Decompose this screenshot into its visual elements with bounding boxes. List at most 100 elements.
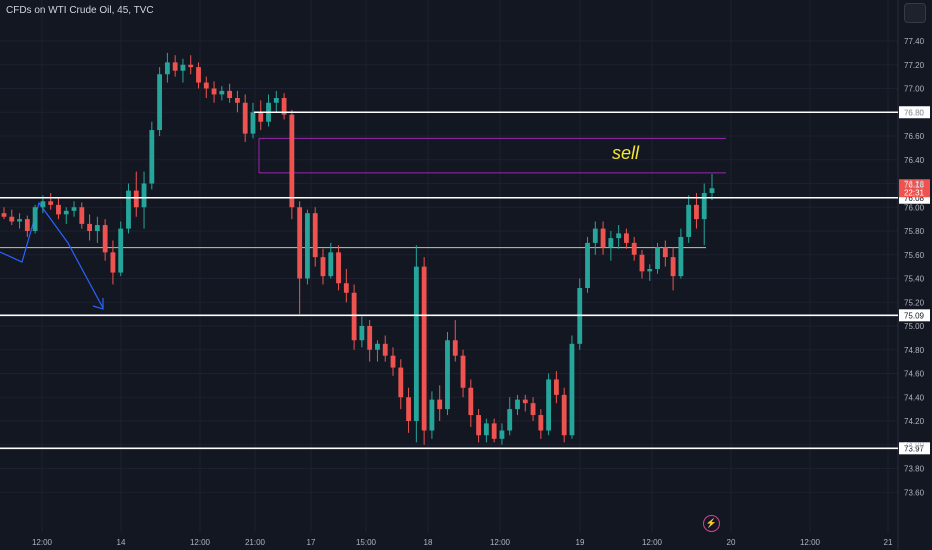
candle-body bbox=[250, 112, 256, 134]
candle-body bbox=[608, 238, 614, 248]
candle-body bbox=[538, 415, 544, 431]
candle-body bbox=[701, 193, 707, 220]
level-price-label: 73.97 bbox=[904, 444, 925, 453]
candle-body bbox=[102, 225, 108, 253]
price-tick-label: 74.00 bbox=[904, 441, 925, 450]
sell-annotation: sell bbox=[612, 143, 640, 163]
candle-body bbox=[32, 207, 38, 231]
candle-body bbox=[678, 236, 684, 277]
candle-body bbox=[312, 213, 318, 258]
candle-body bbox=[1, 213, 7, 217]
candle-body bbox=[631, 242, 637, 255]
level-price-label-bg bbox=[899, 442, 930, 455]
candle-body bbox=[515, 399, 520, 410]
candle-body bbox=[219, 90, 225, 95]
candle-body bbox=[600, 228, 606, 248]
candle-body bbox=[694, 204, 699, 220]
lightning-icon[interactable]: ⚡ bbox=[703, 515, 720, 532]
price-tick-label: 76.40 bbox=[904, 156, 925, 165]
price-tick-label: 74.40 bbox=[904, 393, 925, 402]
candle-body bbox=[686, 204, 692, 237]
time-tick-label: 15:00 bbox=[356, 538, 377, 547]
candle-body bbox=[227, 90, 233, 98]
candle-body bbox=[662, 247, 668, 258]
candle-body bbox=[483, 423, 489, 436]
arrow-head bbox=[92, 298, 104, 310]
candle-body bbox=[297, 207, 303, 279]
candle-body bbox=[196, 67, 201, 83]
candle-body bbox=[655, 247, 660, 269]
candle-body bbox=[359, 326, 365, 341]
candle-body bbox=[437, 399, 443, 410]
candle-body bbox=[336, 252, 341, 284]
time-tick-label: 12:00 bbox=[642, 538, 663, 547]
candle-body bbox=[118, 228, 124, 273]
price-tick-label: 77.00 bbox=[904, 85, 925, 94]
price-tick-label: 75.60 bbox=[904, 251, 925, 260]
candle-body bbox=[289, 114, 295, 208]
price-tick-label: 75.40 bbox=[904, 275, 925, 284]
price-axis[interactable]: 77.40 77.20 77.00 76.80 76.60 76.40 76.20 76.00… bbox=[904, 37, 925, 497]
candle-body bbox=[172, 62, 178, 71]
candle-body bbox=[188, 64, 194, 68]
price-tick-label: 77.40 bbox=[904, 37, 925, 46]
price-tick-label: 73.60 bbox=[904, 488, 925, 497]
candle-body bbox=[180, 64, 186, 71]
price-tick-label: 74.80 bbox=[904, 346, 925, 355]
candle-body bbox=[429, 399, 435, 431]
time-tick-label: 12:00 bbox=[490, 538, 511, 547]
candle-body bbox=[48, 201, 54, 205]
candle-body bbox=[499, 430, 505, 439]
price-tick-label: 75.20 bbox=[904, 298, 925, 307]
time-tick-label: 17 bbox=[307, 538, 316, 547]
candle-body bbox=[624, 233, 629, 243]
candle-body bbox=[110, 252, 116, 273]
candle-body bbox=[63, 210, 69, 215]
candle-body bbox=[530, 403, 536, 416]
trend-arrow bbox=[0, 201, 104, 310]
price-tick-label: 76.20 bbox=[904, 180, 925, 189]
candle-body bbox=[375, 343, 380, 350]
candle-body bbox=[406, 397, 411, 421]
time-axis[interactable]: 12:00 14 12:00 21:00 17 15:00 18 12:00 19 12:00 20… bbox=[32, 538, 893, 547]
candle-body bbox=[24, 219, 30, 231]
price-tick-label: 76.80 bbox=[904, 108, 925, 117]
candle-body bbox=[592, 228, 598, 243]
level-price-label: 76.08 bbox=[904, 194, 925, 203]
candle-body bbox=[351, 292, 357, 341]
price-tick-label: 76.60 bbox=[904, 132, 925, 141]
candle-body bbox=[79, 207, 85, 224]
level-price-label-bg bbox=[899, 309, 930, 322]
countdown-label: 22:31 bbox=[904, 188, 925, 197]
candle-body bbox=[460, 355, 466, 388]
candle-body bbox=[398, 367, 404, 398]
candle-body bbox=[616, 233, 622, 239]
candle-body bbox=[476, 415, 482, 436]
chart-title: CFDs on WTI Crude Oil, 45, TVC bbox=[6, 5, 154, 16]
candle-body bbox=[94, 225, 100, 231]
candle-body bbox=[522, 399, 528, 404]
candle-body bbox=[647, 269, 653, 272]
time-tick-label: 19 bbox=[576, 538, 585, 547]
candle-body bbox=[71, 207, 77, 211]
candle-body bbox=[553, 379, 559, 395]
time-tick-label: 12:00 bbox=[800, 538, 821, 547]
price-tick-label: 76.00 bbox=[904, 203, 925, 212]
price-tick-label: 74.60 bbox=[904, 370, 925, 379]
candle-body bbox=[445, 340, 450, 410]
price-tick-label: 77.20 bbox=[904, 61, 925, 70]
candle-body bbox=[157, 74, 163, 131]
price-tick-label: 75.80 bbox=[904, 227, 925, 236]
candle-body bbox=[561, 394, 567, 436]
candle-body bbox=[211, 88, 217, 95]
menu-icon[interactable] bbox=[904, 3, 926, 23]
time-tick-label: 18 bbox=[424, 538, 433, 547]
candle-body bbox=[328, 252, 334, 277]
time-tick-label: 12:00 bbox=[190, 538, 211, 547]
level-price-label-bg bbox=[899, 106, 930, 119]
price-tick-label: 74.20 bbox=[904, 417, 925, 426]
candle-body bbox=[421, 266, 427, 431]
time-tick-label: 12:00 bbox=[32, 538, 53, 547]
